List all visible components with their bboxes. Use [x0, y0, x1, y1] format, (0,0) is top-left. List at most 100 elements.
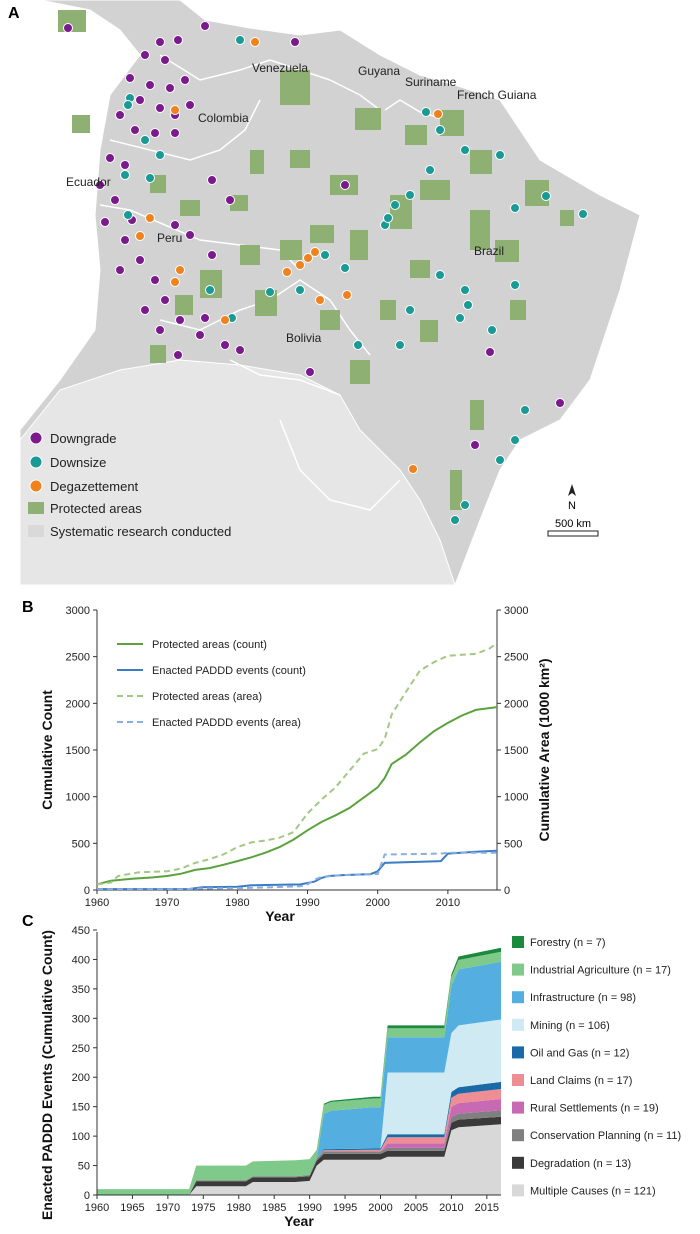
legend-label-infrastructure: Infrastructure (n = 98) — [530, 992, 636, 1004]
c-xtick-label: 1990 — [297, 1202, 321, 1214]
map-dot-downgrade — [170, 128, 180, 138]
map-dot-downgrade — [155, 37, 165, 47]
map-dot-degaz — [303, 253, 313, 263]
map-dot-downsize — [405, 305, 415, 315]
legend-downgrade-swatch — [29, 431, 43, 445]
map-dot-downsize — [435, 270, 445, 280]
area-multiple-causes — [97, 1124, 501, 1195]
c-xtick-label: 2010 — [439, 1202, 463, 1214]
country-label-guyana: Guyana — [358, 64, 400, 78]
map-dot-downgrade — [155, 103, 165, 113]
legend-label-3: Enacted PADDD events (area) — [152, 717, 301, 729]
map-dot-downgrade — [105, 153, 115, 163]
b-ytick-label: 0 — [84, 885, 90, 897]
country-label-suriname: Suriname — [405, 75, 457, 89]
map-dot-downsize — [578, 209, 588, 219]
map-dot-downgrade — [200, 313, 210, 323]
map-dot-downsize — [495, 150, 505, 160]
map-dot-downsize — [541, 191, 551, 201]
c-ytick-label: 450 — [72, 925, 90, 937]
map-dot-downsize — [320, 250, 330, 260]
c-y-ticks: 0 50 100 150 200 250 300 350 400 450 — [72, 925, 97, 1202]
map-dot-downsize — [123, 210, 133, 220]
map-dot-downgrade — [150, 128, 160, 138]
map-dot-downsize — [510, 280, 520, 290]
map-dot-degaz — [282, 267, 292, 277]
map-dot-downgrade — [485, 347, 495, 357]
legend-swatch-land-claims — [512, 1074, 524, 1086]
map-dot-downsize — [383, 213, 393, 223]
series-line-3 — [97, 851, 497, 890]
map-dot-downgrade — [175, 315, 185, 325]
legend-label-rural-settlements: Rural Settlements (n = 19) — [530, 1103, 659, 1115]
map-dot-downgrade — [185, 100, 195, 110]
map-dot-downgrade — [207, 250, 217, 260]
map-dot-degaz — [295, 260, 305, 270]
map-dot-downgrade — [135, 95, 145, 105]
legend-downgrade: Downgrade — [50, 431, 117, 446]
c-xtick-label: 2000 — [368, 1202, 392, 1214]
legend-label-mining: Mining (n = 106) — [530, 1020, 610, 1032]
scale-bar: 500 km — [547, 518, 599, 537]
map-legend: Downgrade Downsize Degazettement Protect… — [28, 431, 231, 539]
map-dot-downsize — [495, 455, 505, 465]
c-ytick-label: 150 — [72, 1102, 90, 1114]
c-ytick-label: 200 — [72, 1072, 90, 1084]
legend-label-0: Protected areas (count) — [152, 639, 267, 651]
map-dot-downgrade — [145, 80, 155, 90]
map-dot-downgrade — [470, 440, 480, 450]
b-ylabel: Cumulative Count — [39, 690, 55, 810]
line-legend: Protected areas (count) Enacted PADDD eve… — [117, 639, 306, 729]
map-dot-downsize — [435, 125, 445, 135]
map-dot-degaz — [408, 464, 418, 474]
area-oil-and-gas — [97, 1081, 501, 1195]
c-xtick-label: 1975 — [191, 1202, 215, 1214]
map-dot-downgrade — [63, 23, 73, 33]
map-dot-degaz — [135, 231, 145, 241]
country-label-venezuela: Venezuela — [252, 61, 308, 75]
map-dot-degaz — [175, 265, 185, 275]
map-dot-downgrade — [305, 367, 315, 377]
map-dot-downgrade — [135, 255, 145, 265]
legend-swatch-forestry — [512, 936, 524, 948]
b-ytick-label: 3000 — [66, 605, 90, 617]
map-dot-downgrade — [340, 180, 350, 190]
country-label-bolivia: Bolivia — [286, 331, 322, 345]
legend-protected-areas: Protected areas — [50, 501, 142, 516]
c-ytick-label: 300 — [72, 1013, 90, 1025]
c-ylabel: Enacted PADDD Events (Cumulative Count) — [39, 930, 55, 1220]
area-conservation-planning — [97, 1110, 501, 1195]
c-ytick-label: 350 — [72, 984, 90, 996]
map-dot-downgrade — [170, 220, 180, 230]
b-ytick-label-right: 500 — [504, 838, 522, 850]
c-xtick-label: 1980 — [227, 1202, 251, 1214]
area-mining — [97, 1019, 501, 1195]
map-dot-downsize — [265, 287, 275, 297]
country-label-brazil: Brazil — [474, 244, 504, 258]
legend-swatch-degradation — [512, 1156, 524, 1169]
map-dot-downgrade — [165, 83, 175, 93]
map-panel: A Venezuela Guyana Suriname French Guian… — [8, 0, 700, 586]
map-dot-downsize — [395, 340, 405, 350]
area-legend: Forestry (n = 7) Industrial Agriculture (… — [512, 936, 681, 1197]
legend-label-industrial-agriculture: Industrial Agriculture (n = 17) — [530, 965, 671, 977]
area-rural-settlements — [97, 1099, 501, 1195]
c-xtick-label: 2005 — [404, 1202, 428, 1214]
legend-label-forestry: Forestry (n = 7) — [530, 937, 606, 949]
c-xtick-label: 2015 — [475, 1202, 499, 1214]
map-dot-downgrade — [150, 275, 160, 285]
b-ytick-label: 1500 — [66, 745, 90, 757]
b-xtick-label: 1970 — [155, 897, 179, 909]
series-line-1 — [97, 849, 497, 890]
map-dot-downsize — [140, 135, 150, 145]
map-dot-downsize — [460, 285, 470, 295]
paddd-event-points — [63, 21, 588, 525]
map-dot-downsize — [460, 500, 470, 510]
legend-swatch-mining — [512, 1018, 524, 1031]
map-dot-downgrade — [200, 21, 210, 31]
map-dot-downsize — [510, 203, 520, 213]
b-ytick-label-right: 2000 — [504, 698, 528, 710]
map-dot-downsize — [205, 285, 215, 295]
